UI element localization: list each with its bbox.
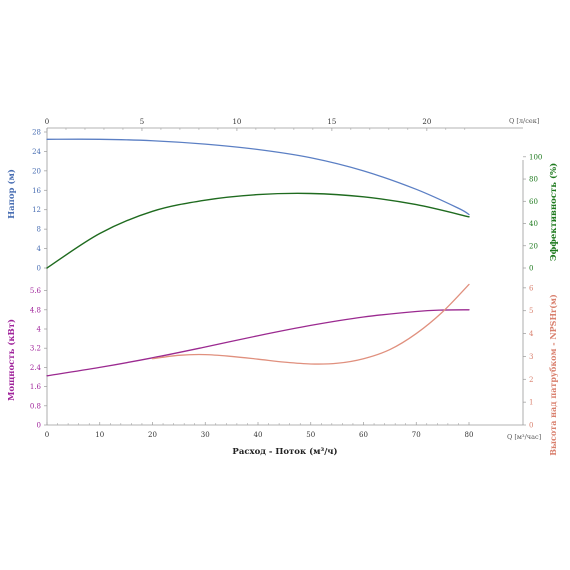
bottom-axis-tick-label: 70 (412, 431, 421, 439)
head-axis-tick-label: 24 (32, 148, 41, 156)
head-axis-tick-label: 16 (32, 187, 41, 195)
top-axis-unit-label: Q [л/сек] (509, 117, 539, 125)
top-axis-tick-label: 15 (327, 118, 336, 126)
npsh-axis-tick-label: 1 (529, 399, 533, 407)
top-axis-tick-label: 0 (45, 118, 49, 126)
efficiency-axis-tick-label: 100 (529, 153, 542, 161)
head-axis-tick-label: 4 (37, 245, 42, 253)
head-axis-tick-label: 0 (37, 265, 41, 273)
npsh-axis-tick-label: 5 (529, 307, 533, 315)
efficiency-axis-tick-label: 20 (529, 242, 538, 250)
bottom-axis-tick-label: 80 (465, 431, 474, 439)
power-axis-tick-label: 5.6 (30, 287, 42, 295)
bottom-axis-tick-label: 30 (201, 431, 210, 439)
power-axis-tick-label: 3.2 (30, 345, 41, 353)
bottom-axis-tick-label: 0 (45, 431, 49, 439)
bottom-axis-tick-label: 10 (95, 431, 104, 439)
head-curve (46, 138, 470, 216)
top-axis-tick-label: 20 (422, 118, 431, 126)
npsh-axis-tick-label: 0 (529, 422, 533, 430)
power-axis-tick-label: 2.4 (30, 364, 42, 372)
head-axis-tick-label: 8 (37, 226, 41, 234)
efficiency-axis-tick-label: 60 (529, 198, 538, 206)
bottom-axis-unit-label: Q [м³/час] (507, 433, 541, 441)
npsh-axis-tick-label: 6 (529, 284, 534, 292)
efficiency-axis-tick-label: 80 (529, 176, 538, 184)
npsh-axis-tick-label: 2 (529, 376, 533, 384)
npsh-axis-tick-label: 3 (529, 353, 533, 361)
power-curve (46, 309, 470, 377)
series-layer (46, 138, 470, 377)
x-axis-title: Расход - Поток (м³/ч) (232, 446, 337, 457)
head-axis-tick-label: 20 (32, 167, 41, 175)
bottom-axis-tick-label: 40 (254, 431, 263, 439)
power-axis-tick-label: 4.8 (30, 306, 41, 314)
efficiency-axis-tick-label: 40 (529, 220, 538, 228)
power-axis-tick-label: 1.6 (30, 383, 42, 391)
power-axis-tick-label: 4 (37, 326, 42, 334)
efficiency-curve (46, 192, 470, 269)
head-axis-tick-label: 12 (32, 206, 41, 214)
head-axis-tick-label: 28 (32, 129, 41, 137)
top-axis-tick-label: 10 (232, 118, 241, 126)
bottom-axis-tick-label: 50 (306, 431, 315, 439)
power-axis-title: Мощность (кВт) (6, 319, 17, 401)
power-axis-tick-label: 0 (37, 422, 41, 430)
head-axis-title: Напор (м) (6, 169, 17, 219)
npsh-curve (151, 283, 470, 365)
bottom-axis-tick-label: 20 (148, 431, 157, 439)
bottom-axis-tick-label: 60 (359, 431, 368, 439)
top-axis-tick-label: 5 (140, 118, 144, 126)
npsh-axis-title: Высота над патрубком - NPSHr(м) (548, 294, 558, 456)
power-axis-tick-label: 0.8 (30, 402, 41, 410)
axes-layer (46, 127, 524, 426)
efficiency-axis-tick-label: 0 (529, 265, 533, 273)
efficiency-axis-title: Эффективность (%) (548, 163, 559, 261)
ticks-layer: 0 5 10 15 200 10 20 30 40 50 60 70 80048121620242802… (30, 118, 543, 439)
npsh-axis-tick-label: 4 (529, 330, 534, 338)
